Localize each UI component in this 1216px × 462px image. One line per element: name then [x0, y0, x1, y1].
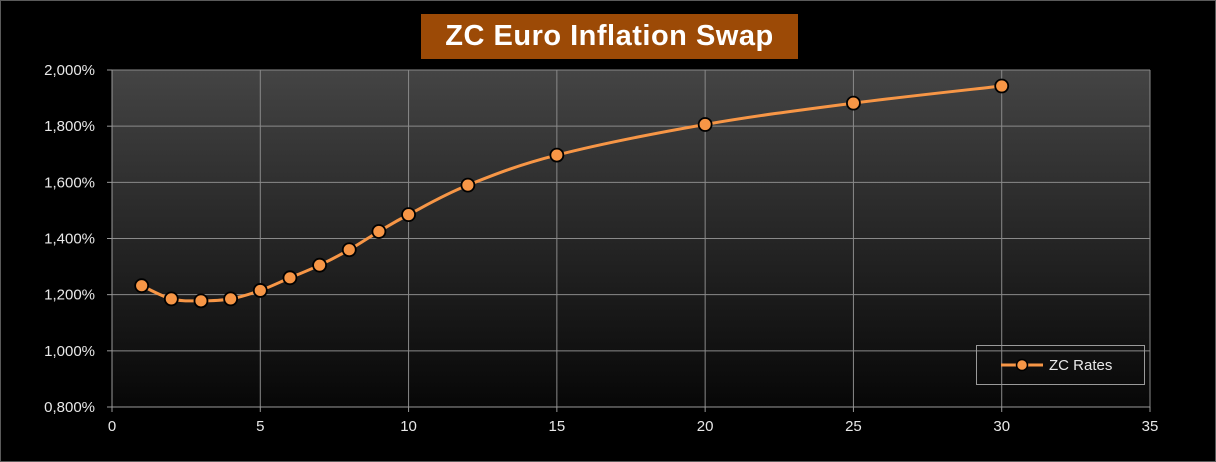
data-point	[134, 278, 150, 294]
x-tick-label: 20	[697, 418, 714, 435]
x-tick-label: 5	[256, 418, 264, 435]
y-tick-label: 0,800%	[44, 399, 95, 416]
x-tick-label: 10	[400, 418, 417, 435]
data-point	[994, 78, 1010, 94]
data-point	[341, 242, 357, 258]
y-tick-label: 1,600%	[44, 174, 95, 191]
legend-marker	[1015, 358, 1029, 372]
axes: 0 5 10 15 20 25 30 35 0,800% 1,000% 1,200% 1,400% 1,…	[44, 62, 1158, 435]
legend: ZC Rates	[976, 345, 1145, 385]
data-point	[846, 95, 861, 111]
data-point	[163, 291, 179, 307]
y-tick-label: 1,000%	[44, 343, 95, 360]
legend-swatch	[1001, 358, 1043, 372]
data-point	[193, 293, 209, 309]
legend-label: ZC Rates	[1049, 356, 1113, 374]
data-point	[460, 177, 476, 193]
y-tick-label: 1,400%	[44, 231, 95, 248]
y-tick-label: 1,200%	[44, 287, 95, 304]
x-tick-label: 30	[993, 418, 1010, 435]
x-tick-label: 35	[1142, 418, 1159, 435]
data-point	[697, 117, 713, 132]
x-tick-label: 15	[549, 418, 566, 435]
data-point	[401, 207, 416, 223]
data-point	[223, 291, 239, 307]
data-point	[549, 147, 565, 163]
y-tick-label: 1,800%	[44, 118, 95, 135]
y-tick-label: 2,000%	[44, 62, 95, 79]
series-layer	[134, 78, 1010, 309]
data-point	[252, 283, 268, 298]
data-point	[371, 224, 387, 239]
gridlines	[112, 69, 1151, 407]
x-tick-label: 25	[845, 418, 862, 435]
data-point	[282, 270, 298, 286]
data-point	[312, 257, 328, 273]
chart-title: ZC Euro Inflation Swap	[421, 14, 798, 59]
x-tick-label: 0	[108, 418, 116, 435]
